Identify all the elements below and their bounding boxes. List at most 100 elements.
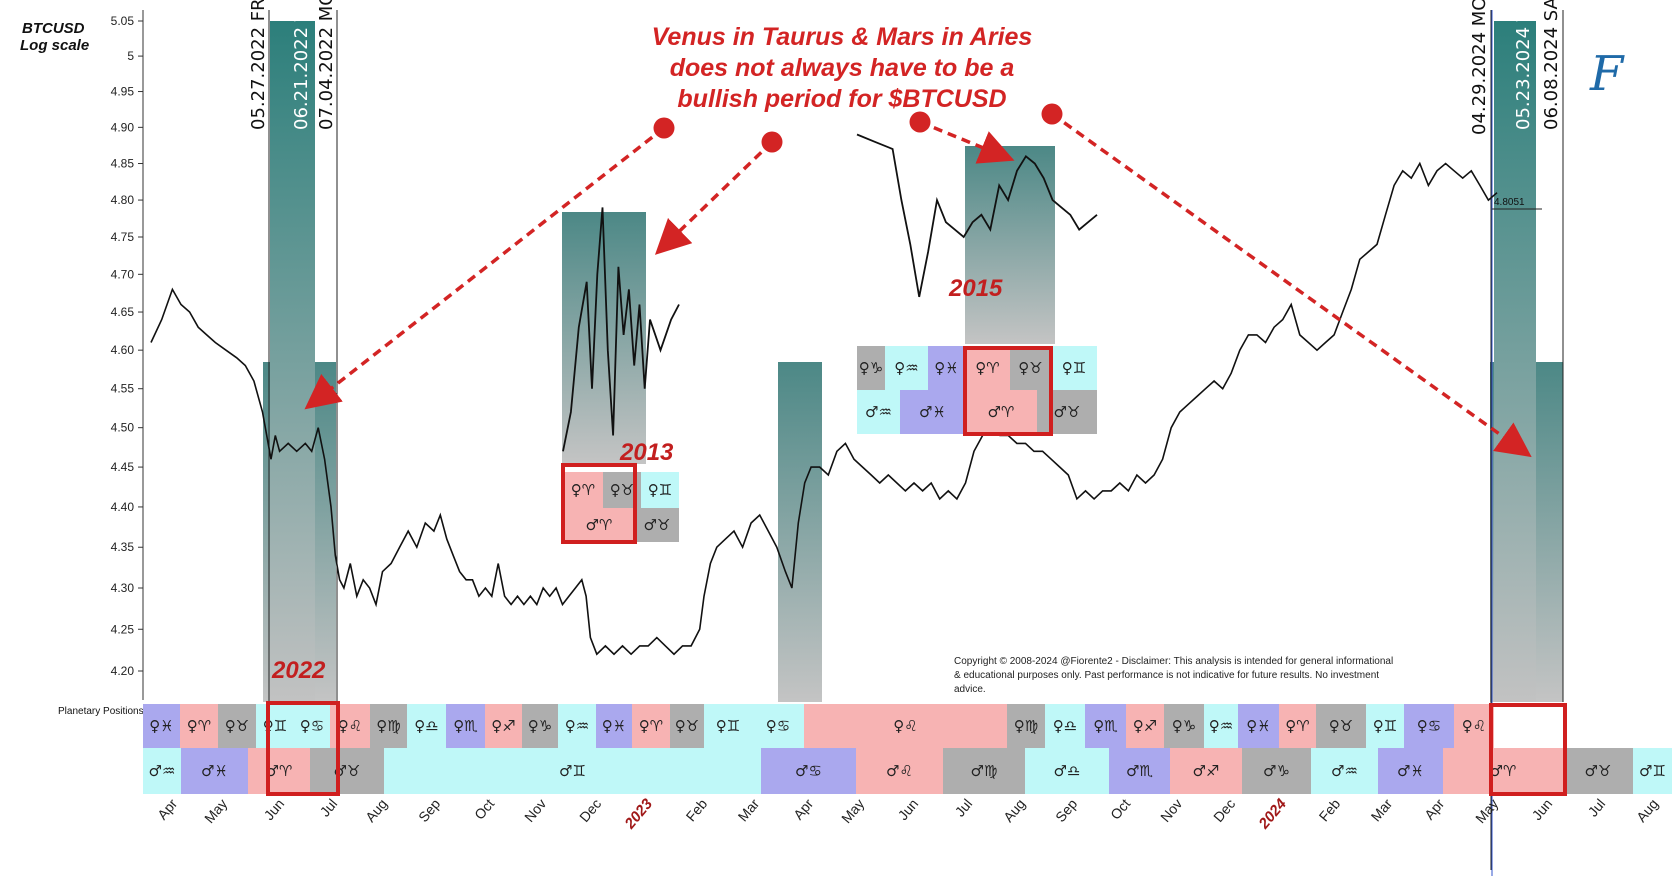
date-label-0523: 05.23.2024 T: [1513, 9, 1534, 130]
date-label-0621: 06.21.2022 T: [291, 9, 312, 130]
mars-cell: [1311, 748, 1378, 794]
mars-cell: [1170, 748, 1242, 794]
venus-cell: [485, 704, 522, 748]
inset-2015-cell-glyph: ♀♉: [1018, 359, 1042, 377]
mars-cell-glyph: ♂♎: [1054, 762, 1081, 780]
venus-cell-glyph: ♀♒: [565, 717, 589, 735]
y-tick-label: 5: [127, 49, 134, 63]
mars-cell-glyph: ♂♉: [1585, 762, 1612, 780]
headline-line-1: Venus in Taurus & Mars in Aries: [652, 23, 1033, 51]
mars-cell-glyph: ♂♍: [971, 762, 998, 780]
venus-cell-glyph: ♀♌: [1462, 717, 1486, 735]
arrow-to-2015: [909, 111, 1015, 164]
inset-2015-cells: ♀♑ ♀♒ ♀♓ ♀♈ ♀♉ ♀♊ ♂♒ ♂♓ ♂♈ ♂♉: [857, 346, 1097, 434]
inset-2013-cell: [641, 472, 679, 508]
venus-cell: [294, 704, 330, 748]
annotation-2013: 2013: [619, 439, 674, 466]
annotation-2015: 2015: [948, 275, 1003, 302]
venus-row: ♀♓ ♀♈ ♀♉ ♀♊ ♀♋ ♀♌ ♀♍ ♀♎ ♀♏ ♀♐ ♀♑ ♀♒ ♀♓ ♀♈ ♀♉ ♀♊ ♀♋ ♀♌ ♀♍ ♀♎…: [143, 704, 1494, 748]
inset-2015-cell-glyph: ♀♑: [859, 359, 883, 377]
venus-cell: [1316, 704, 1366, 748]
venus-cell-glyph: ♀♑: [1172, 717, 1196, 735]
venus-cell-glyph: ♀♈: [639, 717, 663, 735]
date-label-0608: 06.08.2024 SA: [1541, 0, 1562, 130]
x-tick-label: Dec: [576, 796, 604, 825]
inset-2015-cell-glyph: ♂♓: [919, 403, 946, 421]
venus-cell-glyph: ♀♑: [528, 717, 552, 735]
venus-cell: [558, 704, 596, 748]
x-tick-label: Jul: [1585, 796, 1609, 820]
venus-cell-glyph: ♀♌: [893, 717, 917, 735]
x-tick-label: Sep: [415, 795, 443, 825]
y-axis: 4.20 4.25 4.30 4.35 4.40 4.45 4.50 4.55 4.60 4.65…: [111, 14, 143, 678]
venus-cell: [1454, 704, 1494, 748]
x-tick-label: Nov: [521, 796, 549, 825]
mars-cell: [1633, 748, 1672, 794]
mars-cell-glyph: ♂♊: [1639, 762, 1666, 780]
venus-cell: [1279, 704, 1316, 748]
y-tick-label: 4.60: [111, 343, 135, 357]
inset-2013-cell: [563, 508, 635, 542]
mars-cell-glyph: ♂♈: [1490, 762, 1517, 780]
x-tick-label: Mar: [735, 795, 763, 824]
venus-cell-glyph: ♀♉: [225, 717, 249, 735]
venus-cell: [704, 704, 752, 748]
arrow-to-2024: [1041, 103, 1532, 458]
y-tick-label: 4.35: [111, 540, 135, 554]
venus-cell: [256, 704, 294, 748]
band-2024-right: [1536, 362, 1563, 702]
highlight-2024: [1489, 703, 1567, 796]
venus-cell: [143, 704, 180, 748]
venus-cell-glyph: ♀♈: [1285, 717, 1309, 735]
band-2022-left: [263, 362, 272, 702]
venus-cell-glyph: ♀♋: [1417, 717, 1441, 735]
band-apr-2023: [778, 362, 822, 702]
mars-cell-glyph: ♂♊: [559, 762, 586, 780]
inset-2013-cell: [635, 508, 679, 542]
venus-cell-glyph: ♀♊: [716, 717, 740, 735]
inset-2015-cell: [900, 390, 965, 434]
band-2022-right: [315, 362, 336, 702]
x-tick-label: Jun: [1529, 796, 1556, 824]
x-tick-label: Jun: [895, 796, 922, 824]
mars-cell: [1242, 748, 1311, 794]
venus-cell-glyph: ♀♌: [338, 717, 362, 735]
mars-cell-glyph: ♂♓: [201, 762, 228, 780]
x-tick-label: Jul: [317, 796, 341, 820]
x-tick-label: Mar: [1368, 795, 1396, 824]
headline: Venus in Taurus & Mars in Aries does not…: [652, 23, 1033, 113]
y-tick-label: 4.40: [111, 500, 135, 514]
inset-2015-cell-glyph: ♀♓: [934, 359, 958, 377]
venus-cell-glyph: ♀♏: [1093, 717, 1118, 735]
venus-cell-glyph: ♀♓: [149, 717, 173, 735]
venus-cell: [1045, 704, 1085, 748]
x-tick-label: Sep: [1052, 795, 1080, 825]
mars-cell: [856, 748, 943, 794]
venus-cell: [446, 704, 485, 748]
venus-cell: [1238, 704, 1279, 748]
mars-cell: [181, 748, 248, 794]
inset-2015-cell: [965, 346, 1010, 390]
y-tick-label: 4.95: [111, 85, 135, 99]
venus-cell: [752, 704, 804, 748]
venus-cell: [1164, 704, 1204, 748]
annotation-2022: 2022: [271, 657, 326, 684]
venus-cell: [632, 704, 670, 748]
venus-cell-glyph: ♀♓: [602, 717, 626, 735]
copyright-line-3: advice.: [954, 684, 986, 695]
venus-cell-glyph: ♀♉: [675, 717, 699, 735]
venus-cell-glyph: ♀♈: [187, 717, 211, 735]
scale-label: Log scale: [20, 37, 89, 54]
venus-cell: [1007, 704, 1045, 748]
y-tick-label: 4.65: [111, 305, 135, 319]
x-tick-label: Aug: [1000, 796, 1028, 825]
inset-2013-cell-glyph: ♀♈: [571, 481, 595, 499]
venus-cell: [1404, 704, 1454, 748]
venus-cell-glyph: ♀♋: [300, 717, 324, 735]
inset-2013-cell: [563, 472, 603, 508]
inset-2015-cell-glyph: ♀♒: [894, 359, 918, 377]
inset-2015-cell: [885, 346, 928, 390]
inset-2015-cell: [965, 390, 1037, 434]
mars-cell-glyph: ♂♒: [1331, 762, 1358, 780]
